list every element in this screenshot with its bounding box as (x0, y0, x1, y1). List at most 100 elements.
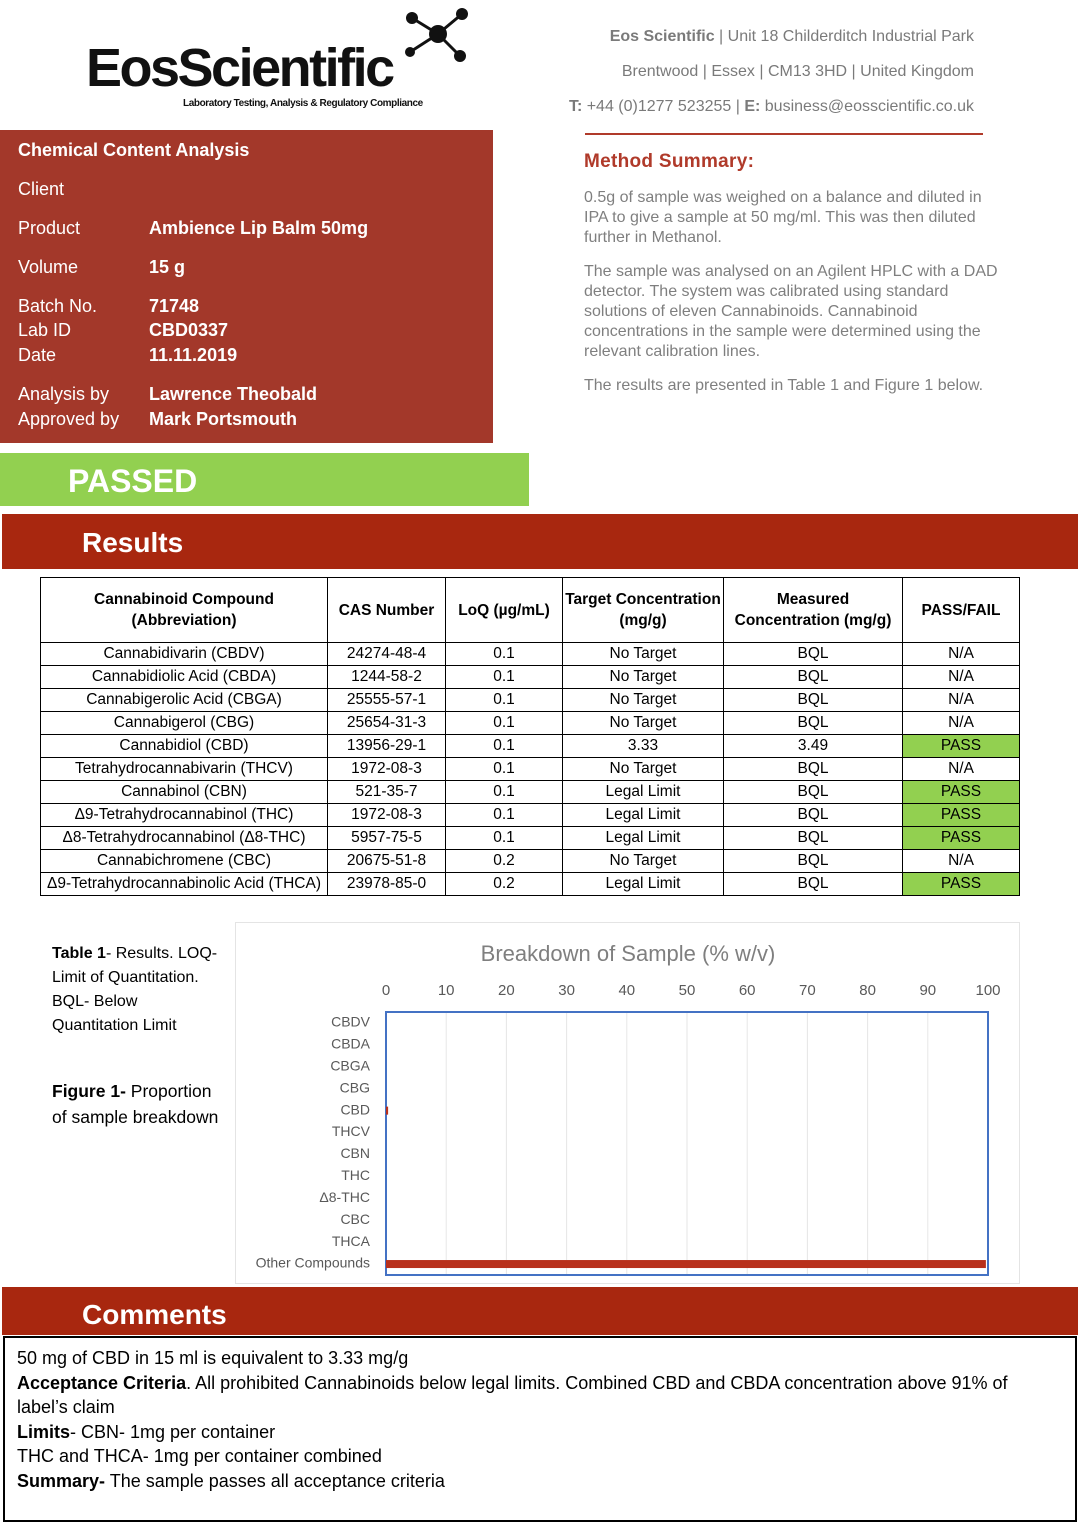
table-cell: 5957-75-5 (327, 826, 446, 850)
y-tick-label: CBDV (331, 1014, 371, 1030)
table-cell: 13956-29-1 (327, 734, 446, 758)
bold-text: Table 1 (52, 945, 106, 962)
panel-value: Mark Portsmouth (149, 409, 298, 429)
table-cell: BQL (723, 780, 903, 804)
table-cell: 25555-57-1 (327, 688, 446, 712)
x-tick-label: 40 (618, 982, 635, 999)
panel-value: 15 g (149, 257, 186, 277)
x-tick-label: 10 (438, 982, 455, 999)
comment-line: Summary- The sample passes all acceptanc… (17, 1469, 1063, 1494)
table-cell: BQL (723, 642, 903, 666)
table-row: Cannabigerol (CBG) 25654-31-3 0.1 No Target… (40, 711, 1020, 735)
table-cell: BQL (723, 872, 903, 896)
panel-label: Batch No. (18, 296, 98, 316)
table-cell: Tetrahydrocannabivarin (THCV) (40, 757, 328, 781)
table-cell: PASS (902, 803, 1020, 827)
table-cell: 24274-48-4 (327, 642, 446, 666)
table-cell: 25654-31-3 (327, 711, 446, 735)
table-cell: 0.2 (445, 872, 563, 896)
y-tick-label: CBN (340, 1145, 370, 1161)
x-tick-label: 0 (382, 982, 390, 999)
address-line: Eos Scientific | Unit 18 Childerditch In… (610, 28, 974, 46)
table-cell: 0.1 (445, 826, 563, 850)
panel-label: Date (18, 345, 57, 365)
address-line: T: +44 (0)1277 523255 | E: business@eoss… (569, 98, 974, 116)
y-tick-label: CBG (340, 1079, 370, 1095)
table-cell: 20675-51-8 (327, 849, 446, 873)
x-tick-label: 100 (975, 982, 1000, 999)
column-header: LoQ (µg/mL) (445, 577, 563, 643)
table-cell: 0.1 (445, 711, 563, 735)
x-tick-label: 20 (498, 982, 515, 999)
comment-line: Limits- CBN- 1mg per container (17, 1420, 1063, 1445)
panel-label: Client (18, 179, 65, 199)
table-row: Cannabigerolic Acid (CBGA) 25555-57-1 0.1 N… (40, 688, 1020, 712)
table-cell: BQL (723, 711, 903, 735)
text: . All prohibited Cannabinoids below lega… (17, 1372, 1008, 1418)
y-tick-label: THCV (332, 1123, 371, 1139)
table-cell: No Target (562, 688, 724, 712)
text: The sample passes all acceptance criteri… (105, 1470, 445, 1491)
table-cell: BQL (723, 688, 903, 712)
table-cell: PASS (902, 734, 1020, 758)
x-tick-label: 80 (859, 982, 876, 999)
table-cell: Cannabigerolic Acid (CBGA) (40, 688, 328, 712)
table-row: Tetrahydrocannabivarin (THCV) 1972-08-3 0.… (40, 757, 1020, 781)
table-row: Cannabidivarin (CBDV) 24274-48-4 0.1 No Tar… (40, 642, 1020, 666)
comments-heading: Comments (2, 1287, 1078, 1335)
table-cell: PASS (902, 872, 1020, 896)
bold-text: Summary- (17, 1470, 106, 1491)
bar (386, 1260, 986, 1269)
table-cell: Δ8-Tetrahydrocannabinol (Δ8-THC) (40, 826, 328, 850)
table-cell: 0.1 (445, 665, 563, 689)
table-cell: 0.2 (445, 849, 563, 873)
text: - Results. LOQ- Limit of Quantitation. B… (52, 945, 218, 1034)
table-cell: No Target (562, 849, 724, 873)
method-paragraph: The results are presented in Table 1 and… (584, 377, 984, 394)
table-cell: 521-35-7 (327, 780, 446, 804)
panel-value: 11.11.2019 (149, 345, 238, 365)
bold-text: E: (744, 98, 761, 115)
text: Brentwood | Essex | CM13 3HD | United Ki… (621, 63, 974, 80)
info-panel: Chemical Content Analysis Client Product Am… (0, 130, 493, 443)
logo: EosScientific (86, 38, 395, 98)
logo-icon (405, 8, 468, 62)
text: 50 mg of CBD in 15 ml is equivalent to 3… (17, 1348, 409, 1368)
chart-title: Breakdown of Sample (% w/v) (481, 941, 776, 966)
text: Proportion of sample breakdown (52, 1081, 219, 1127)
comment-line: THC and THCA- 1mg per container combined (17, 1444, 1063, 1469)
table-cell: N/A (902, 849, 1020, 873)
y-tick-label: CBDA (331, 1036, 371, 1052)
table-cell: BQL (723, 826, 903, 850)
table-cell: BQL (723, 757, 903, 781)
column-header: Measured Concentration (mg/g) (723, 577, 903, 643)
table-row: Δ9-Tetrahydrocannabinolic Acid (THCA) 239… (40, 872, 1020, 896)
method-title: Method Summary: (584, 151, 755, 172)
panel-label: Product (18, 218, 81, 238)
results-heading: Results (2, 514, 1078, 569)
column-header: CAS Number (327, 577, 446, 643)
table-cell: Legal Limit (562, 826, 724, 850)
table-cell: 3.33 (562, 734, 724, 758)
table-cell: 0.1 (445, 757, 563, 781)
table-cell: N/A (902, 711, 1020, 735)
table-row: Cannabidiol (CBD) 13956-29-1 0.1 3.33 3.49 PA… (40, 734, 1020, 758)
y-tick-label: Δ8-THC (319, 1189, 370, 1205)
table-cell: Δ9-Tetrahydrocannabinol (THC) (40, 803, 328, 827)
y-tick-label: CBD (340, 1101, 370, 1117)
divider (585, 133, 983, 135)
x-tick-label: 70 (799, 982, 816, 999)
bold-text: Eos Scientific (609, 28, 715, 45)
table-cell: BQL (723, 849, 903, 873)
table-cell: Cannabigerol (CBG) (40, 711, 328, 735)
method-paragraph: 0.5g of sample was weighed on a balance … (584, 189, 982, 246)
comment-line: Acceptance Criteria. All prohibited Cann… (17, 1371, 1063, 1420)
y-tick-label: CBGA (330, 1057, 370, 1073)
table-cell: BQL (723, 665, 903, 689)
comments: 50 mg of CBD in 15 ml is equivalent to 3… (3, 1336, 1077, 1522)
panel-label: Analysis by (18, 384, 110, 404)
x-tick-label: 50 (679, 982, 696, 999)
bold-text: Figure 1- (52, 1081, 126, 1101)
y-tick-label: CBC (340, 1211, 370, 1227)
